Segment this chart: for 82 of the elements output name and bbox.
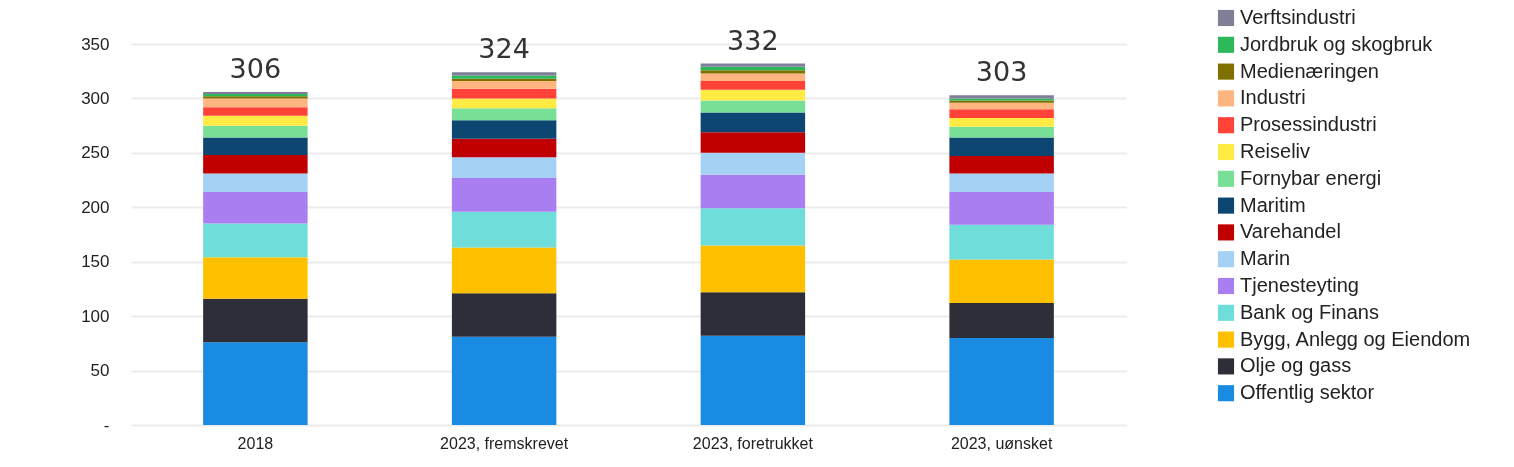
y-tick-label: - [103, 415, 110, 435]
bar [949, 173, 1054, 193]
legend-label: Bank og Finans [1240, 300, 1379, 323]
bar [700, 152, 806, 175]
legend-label: Varehandel [1240, 220, 1341, 243]
legend-label: Fornybar energi [1240, 166, 1382, 189]
bar [949, 126, 1054, 138]
legend-label: Maritim [1240, 193, 1306, 216]
x-tick-label: 2018 [237, 434, 274, 452]
bar [949, 303, 1054, 338]
bar [949, 118, 1054, 127]
total-label: 324 [478, 33, 530, 65]
bar [451, 120, 557, 139]
total-label: 306 [229, 52, 282, 84]
y-tick-label: 100 [81, 306, 110, 326]
legend-label: Medienæringen [1240, 59, 1379, 82]
bar [451, 108, 557, 121]
bar [203, 173, 308, 193]
legend-label: Verftsindustri [1240, 6, 1356, 28]
bar [949, 337, 1054, 425]
y-tick-label: 350 [81, 34, 110, 54]
bar [700, 335, 806, 425]
bar [700, 100, 806, 113]
legend-label: Industri [1240, 86, 1306, 109]
y-tick-label: 250 [81, 143, 110, 163]
bar [203, 115, 308, 126]
bar [700, 73, 806, 82]
bar [700, 70, 806, 74]
bar [700, 66, 806, 71]
legend-label: Bygg, Anlegg og Eiendom [1240, 327, 1471, 350]
x-tick-label: 2023, uønsket [950, 434, 1053, 452]
bar [203, 155, 308, 174]
legend-label: Prosessindustri [1240, 113, 1377, 136]
bar [700, 292, 806, 336]
bar [700, 112, 806, 133]
legend-label: Olje og gass [1240, 354, 1352, 377]
bar [203, 223, 308, 258]
bar [700, 132, 806, 153]
bar [451, 138, 557, 158]
bar [700, 208, 806, 246]
bar [949, 224, 1054, 260]
x-tick-label: 2023, foretrukket [692, 434, 814, 452]
bar [451, 157, 557, 178]
bar [203, 125, 308, 138]
bar [203, 298, 308, 343]
bar [203, 257, 308, 299]
y-tick-label: 200 [81, 197, 110, 217]
bar [451, 177, 557, 212]
bar [700, 89, 806, 101]
y-tick-label: 50 [90, 361, 110, 381]
y-tick-label: 300 [81, 88, 110, 108]
legend-label: Tjenesteyting [1240, 274, 1359, 296]
legend-label: Marin [1240, 247, 1291, 270]
bar [451, 293, 557, 337]
total-label: 303 [975, 56, 1028, 88]
bar [700, 174, 806, 209]
bar [949, 137, 1054, 157]
bar [203, 192, 308, 224]
bar [451, 247, 557, 294]
legend-label: Jordbruk og skogbruk [1240, 32, 1434, 55]
bar [451, 98, 557, 109]
bar [949, 109, 1054, 119]
bar [949, 259, 1054, 304]
bar [451, 336, 557, 425]
legend-label: Reiseliv [1240, 140, 1311, 162]
bar [451, 81, 557, 89]
bar [949, 192, 1054, 225]
bar [203, 98, 308, 108]
bar [949, 156, 1054, 174]
bar [203, 137, 308, 156]
y-tick-label: 150 [81, 252, 110, 272]
legend-label: Offentlig sektor [1240, 381, 1375, 404]
bar [451, 211, 557, 248]
bar [203, 107, 308, 116]
bar [203, 342, 308, 425]
bar [700, 63, 806, 67]
bar [949, 102, 1054, 110]
x-tick-label: 2023, fremskrevet [440, 434, 569, 452]
bar [700, 245, 806, 293]
bar [700, 81, 806, 90]
bar [451, 88, 557, 99]
total-label: 332 [727, 24, 779, 56]
